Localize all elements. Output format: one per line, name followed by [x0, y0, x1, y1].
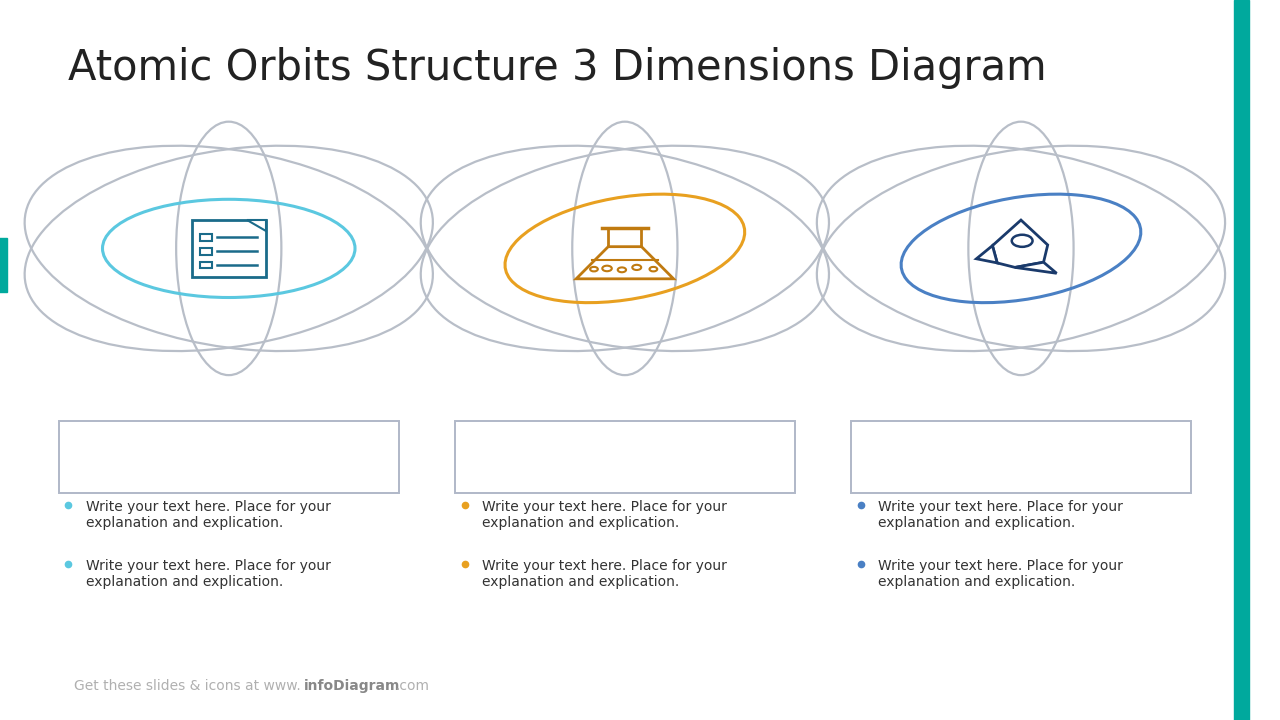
Text: Write your text here. Place for your
explanation and explication.: Write your text here. Place for your exp… — [86, 559, 330, 589]
Text: Write your text here. Place for your
explanation and explication.: Write your text here. Place for your exp… — [86, 500, 330, 530]
Text: .com: .com — [396, 679, 430, 693]
Circle shape — [590, 267, 598, 271]
Circle shape — [1011, 235, 1033, 247]
Polygon shape — [247, 220, 265, 231]
Bar — [608, 228, 641, 247]
Text: infoDiagram: infoDiagram — [305, 679, 401, 693]
Polygon shape — [977, 246, 997, 263]
Bar — [0, 238, 8, 292]
Bar — [200, 261, 212, 269]
Circle shape — [618, 267, 626, 272]
Text: Dimension  1 Header: Dimension 1 Header — [73, 433, 278, 451]
Polygon shape — [992, 220, 1048, 267]
Circle shape — [649, 267, 657, 271]
Circle shape — [632, 265, 641, 270]
Polygon shape — [576, 247, 673, 279]
Polygon shape — [1015, 262, 1056, 274]
Text: Write your text here. Place for your
explanation and explication.: Write your text here. Place for your exp… — [481, 500, 727, 530]
FancyBboxPatch shape — [192, 220, 265, 276]
Bar — [1234, 0, 1249, 720]
Text: Dimension  3 Header: Dimension 3 Header — [865, 433, 1070, 451]
Bar — [200, 248, 212, 255]
FancyBboxPatch shape — [851, 421, 1192, 493]
Text: Write your text here. Place for your
explanation and explication.: Write your text here. Place for your exp… — [878, 500, 1123, 530]
Text: Dimension  2 Header: Dimension 2 Header — [470, 433, 675, 451]
Circle shape — [603, 266, 612, 271]
Bar — [200, 234, 212, 240]
Text: Write your text here. Place for your
explanation and explication.: Write your text here. Place for your exp… — [481, 559, 727, 589]
FancyBboxPatch shape — [59, 421, 399, 493]
Text: Write your text here. Place for your
explanation and explication.: Write your text here. Place for your exp… — [878, 559, 1123, 589]
Text: Atomic Orbits Structure 3 Dimensions Diagram: Atomic Orbits Structure 3 Dimensions Dia… — [68, 47, 1047, 89]
FancyBboxPatch shape — [454, 421, 795, 493]
Text: Get these slides & icons at www.: Get these slides & icons at www. — [74, 679, 301, 693]
